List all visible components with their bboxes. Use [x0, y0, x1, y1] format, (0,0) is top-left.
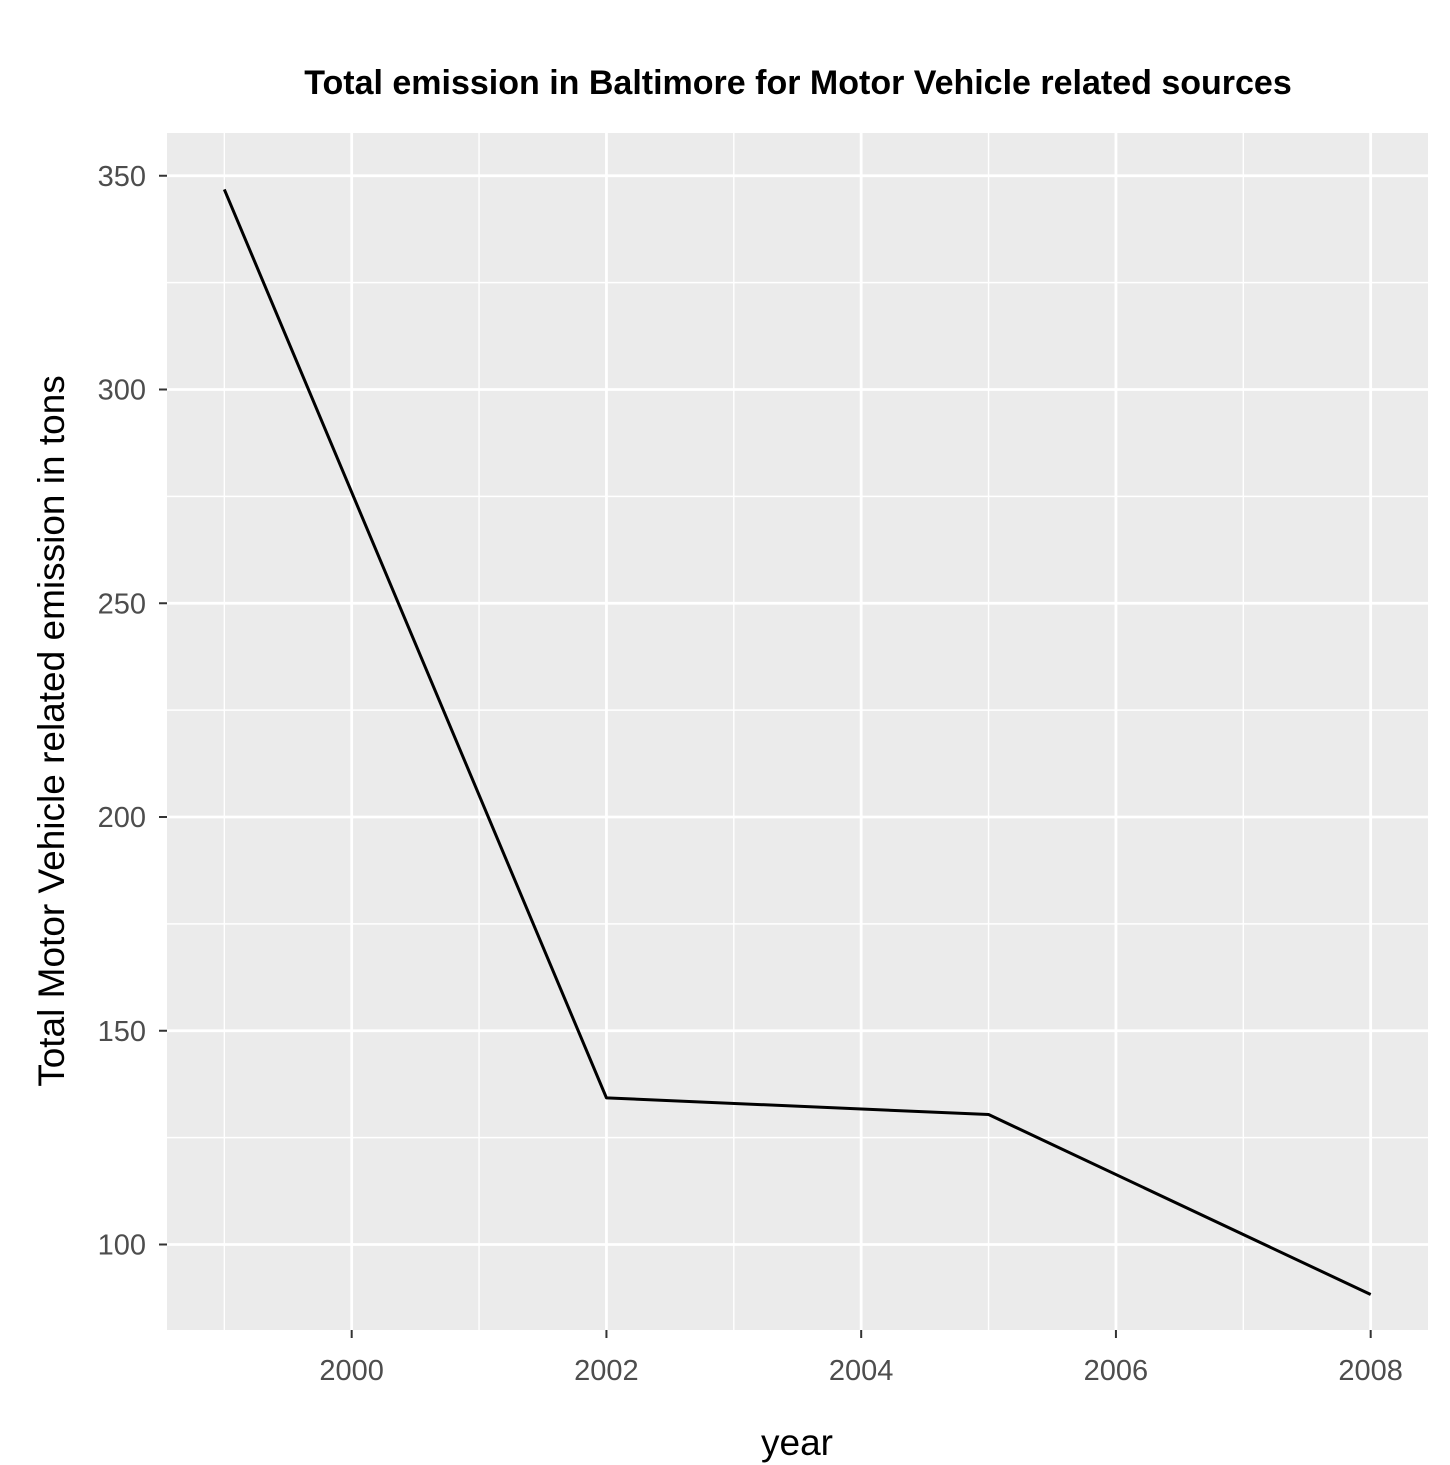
y-tick-label: 250	[98, 588, 146, 620]
x-tick-label: 2000	[319, 1355, 384, 1387]
chart-title: Total emission in Baltimore for Motor Ve…	[304, 64, 1292, 102]
series-line	[222, 188, 1372, 1296]
axis-ticks: 2000 2002 2004 2006 2008 100 150 200 250 300 350	[98, 161, 1403, 1387]
series-layer	[222, 188, 1372, 1296]
y-tick-label: 300	[98, 375, 146, 407]
x-tick-label: 2008	[1338, 1355, 1403, 1387]
x-tick-label: 2006	[1084, 1355, 1149, 1387]
y-tick-label: 350	[98, 161, 146, 193]
x-tick-label: 2004	[829, 1355, 894, 1387]
gridlines	[167, 133, 1428, 1330]
x-axis-title: year	[761, 1422, 833, 1463]
y-tick-label: 100	[98, 1230, 146, 1262]
x-tick-label: 2002	[574, 1355, 639, 1387]
plot-panel	[167, 133, 1428, 1330]
y-tick-label: 200	[98, 802, 146, 834]
y-tick-label: 150	[98, 1016, 146, 1048]
y-axis-title: Total Motor Vehicle related emission in …	[31, 375, 72, 1087]
